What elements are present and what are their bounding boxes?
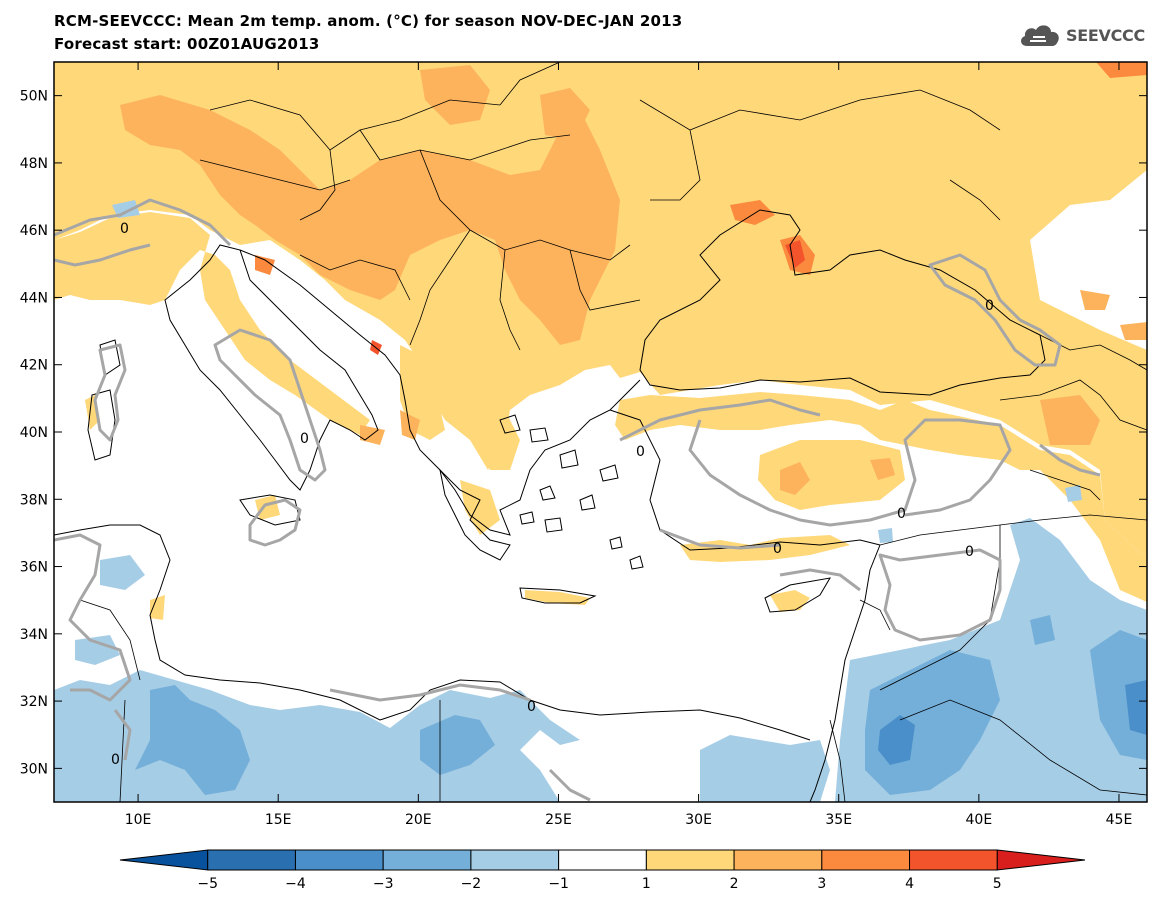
lat-tick-label: 34N	[20, 627, 48, 643]
contour-label: 0	[897, 506, 906, 522]
lat-tick-label: 50N	[20, 89, 48, 105]
contour-label: 0	[965, 544, 974, 560]
logo-text: SEEVCCC	[1066, 25, 1145, 45]
colorbar-label: 2	[730, 876, 739, 892]
lat-tick-label: 44N	[20, 290, 48, 306]
lon-tick-label: 10E	[125, 812, 152, 828]
lat-tick-label: 30N	[20, 761, 48, 777]
forecast-start-subtitle: Forecast start: 00Z01AUG2013	[54, 35, 320, 53]
colorbar-label: −2	[461, 876, 482, 892]
lat-tick-label: 42N	[20, 358, 48, 374]
lon-tick-label: 20E	[405, 812, 432, 828]
lat-tick-label: 48N	[20, 156, 48, 172]
contour-label: 0	[527, 699, 536, 715]
coastlines	[54, 209, 1046, 802]
lon-tick-label: 40E	[966, 812, 993, 828]
colorbar-label: 4	[905, 876, 914, 892]
colorbar-label: −4	[285, 876, 306, 892]
lat-tick-label: 40N	[20, 425, 48, 441]
colorbar-segment	[821, 849, 911, 871]
colorbar-min-arrow	[119, 849, 209, 871]
map-title: RCM-SEEVCCC: Mean 2m temp. anom. (°C) fo…	[54, 12, 683, 30]
lat-tick-label: 46N	[20, 223, 48, 239]
colorbar: −5 −4 −3 −2 −1 1 2 3 4 5	[119, 849, 1086, 892]
contour-label: 0	[985, 298, 994, 314]
colorbar-segment	[382, 849, 472, 871]
moderate-warm-anomaly-fields	[120, 65, 1147, 495]
colorbar-segment	[645, 849, 735, 871]
cloud-icon	[1021, 25, 1059, 46]
colorbar-label: 3	[817, 876, 826, 892]
contour-label: 0	[300, 431, 309, 447]
seevccc-logo: SEEVCCC	[1018, 22, 1145, 48]
strong-cold-anomaly-fields	[878, 680, 1147, 765]
colorbar-label: 5	[993, 876, 1002, 892]
zero-contours	[54, 198, 1101, 802]
contour-label: 0	[111, 752, 120, 768]
colorbar-label: −5	[197, 876, 218, 892]
lon-tick-label: 30E	[685, 812, 712, 828]
country-borders	[79, 62, 1147, 802]
colorbar-segment	[294, 849, 384, 871]
colorbar-label: −1	[548, 876, 569, 892]
colorbar-segment	[733, 849, 823, 871]
contour-label: 0	[120, 221, 129, 237]
lat-tick-label: 38N	[20, 492, 48, 508]
colorbar-segment	[558, 849, 647, 871]
zero-contour-labels: 0 0 0 0 0 0 0 0 0	[111, 221, 994, 768]
longitude-axis: 10E 15E 20E 25E 30E 35E 40E 45E	[125, 62, 1133, 828]
lon-tick-label: 15E	[265, 812, 292, 828]
lon-tick-label: 35E	[825, 812, 852, 828]
colorbar-label: −3	[373, 876, 394, 892]
lon-tick-label: 25E	[545, 812, 572, 828]
colorbar-max-arrow	[996, 849, 1086, 871]
lat-tick-label: 36N	[20, 560, 48, 576]
map-plot-area: 0 0 0 0 0 0 0 0 0	[54, 62, 1147, 802]
lon-tick-label: 45E	[1106, 812, 1133, 828]
colorbar-label: 1	[642, 876, 651, 892]
latitude-axis: 50N 48N 46N 44N 42N 40N 38N 36N 34N 32N 30N	[20, 89, 1147, 777]
lat-tick-label: 32N	[20, 694, 48, 710]
colorbar-segment	[207, 849, 296, 871]
contour-label: 0	[773, 541, 782, 557]
colorbar-segment	[470, 849, 560, 871]
contour-label: 0	[636, 444, 645, 460]
colorbar-segment	[909, 849, 998, 871]
